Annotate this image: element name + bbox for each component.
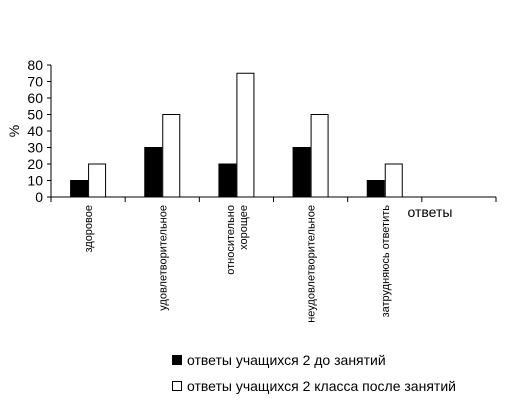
bar-before	[70, 180, 89, 198]
x-category-label: удовлетворительное	[157, 205, 169, 311]
bar-before	[366, 180, 385, 198]
legend-label: ответы учащихся 2 до занятий	[187, 352, 386, 368]
bar-after	[310, 114, 329, 198]
x-category-label: здоровое	[83, 205, 95, 253]
x-category-label: относительнохорощее	[225, 205, 250, 275]
y-tick-label: 80	[27, 57, 43, 73]
bar-before	[144, 147, 163, 198]
y-tick-label: 10	[27, 173, 43, 189]
y-tick-label: 0	[35, 189, 43, 205]
legend-item-before: ответы учащихся 2 до занятий	[172, 347, 456, 373]
legend-swatch-black	[172, 355, 182, 365]
y-tick-label: 60	[27, 90, 43, 106]
bar-after	[384, 163, 403, 198]
bar-after	[162, 114, 181, 198]
bar-before	[218, 163, 237, 198]
y-tick-label: 70	[27, 74, 43, 90]
x-category-label: затрудняюсь ответить	[380, 205, 392, 318]
bar-after	[88, 163, 107, 198]
y-tick-label: 50	[27, 107, 43, 123]
bar-after	[236, 72, 255, 198]
chart-axes	[50, 65, 497, 202]
legend-swatch-white	[172, 381, 182, 391]
bars	[70, 72, 403, 198]
legend-label: ответы учащихся 2 класса после занятий	[187, 378, 456, 394]
x-axis-title: ответы	[408, 204, 453, 220]
y-tick-label: 30	[27, 140, 43, 156]
bar-before	[292, 147, 311, 198]
y-tick-label: 20	[27, 156, 43, 172]
x-axis-labels: здоровое удовлетворительное относительнохо…	[83, 205, 392, 323]
y-tick-label: 40	[27, 123, 43, 139]
y-axis-title: %	[6, 125, 22, 137]
x-category-label: неудовлетворительное	[306, 205, 318, 323]
legend: ответы учащихся 2 до занятий ответы учащ…	[172, 347, 456, 399]
legend-item-after: ответы учащихся 2 класса после занятий	[172, 373, 456, 399]
